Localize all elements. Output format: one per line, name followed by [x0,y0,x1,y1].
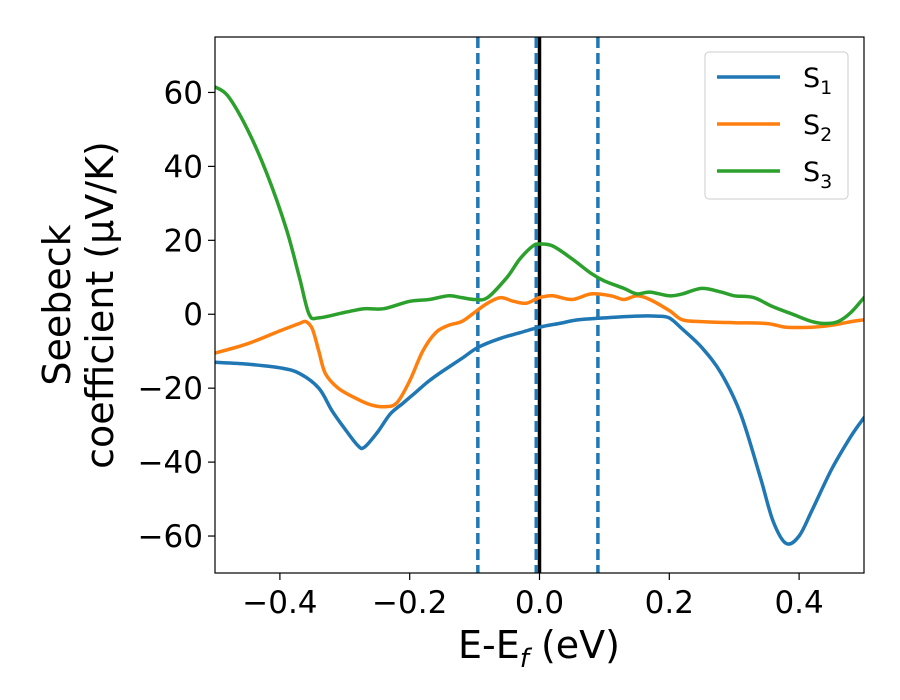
x-tick-label: 0.4 [774,585,823,621]
y-tick-label: 20 [164,223,203,259]
x-tick-label: −0.2 [372,585,447,621]
reference-lines [476,37,600,573]
legend-label-s3: S3 [803,157,832,193]
x-axis: −0.4 −0.2 0.0 0.2 0.4 [242,573,824,621]
y-tick-label: 60 [164,75,203,111]
x-tick-label: −0.4 [242,585,317,621]
x-tick-label: 0.2 [645,585,694,621]
series-layer [215,85,864,546]
y-tick-label: −20 [138,371,203,407]
series-line-s2 [215,292,864,409]
x-tick-label: 0.0 [515,585,564,621]
series-line-s1 [215,314,864,546]
y-tick-label: 0 [183,297,203,333]
y-axis: −60 −40 −20 0 20 40 60 [138,75,215,555]
y-tick-label: 40 [164,149,203,185]
y-tick-label: −40 [138,445,203,481]
legend-label-s2: S2 [803,110,832,146]
legend: S1 S2 S3 [704,51,849,200]
y-axis-label-line1: Seebeck [35,224,79,385]
y-axis-label-line2: coefficient (μV/K) [78,141,122,469]
legend-label-s1: S1 [803,63,832,99]
series-line-s3 [215,85,864,326]
x-axis-label: E-Ef (eV) [458,623,620,674]
y-tick-label: −60 [138,519,203,555]
